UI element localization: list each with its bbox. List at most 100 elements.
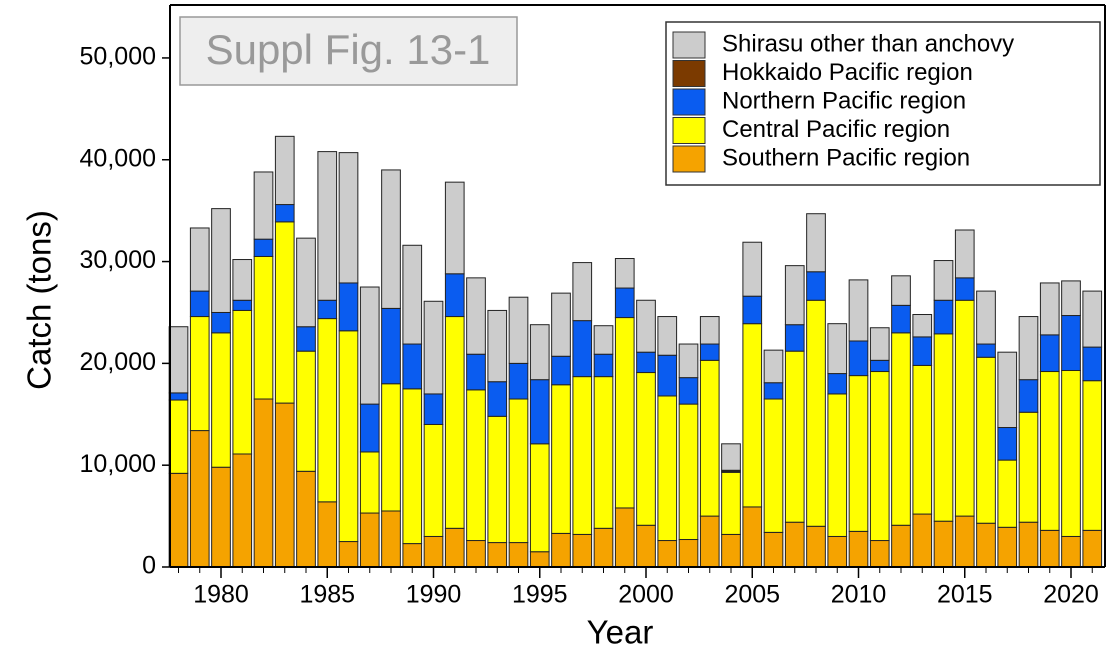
bar-segment [891, 304, 911, 334]
bar-segment [614, 507, 635, 568]
bar-segment [1082, 290, 1103, 348]
legend-swatch [672, 31, 706, 59]
bar-segment [189, 316, 210, 432]
bar-segment [614, 287, 635, 319]
bar-segment [869, 371, 890, 542]
bar-segment [253, 238, 274, 257]
bar-segment [274, 204, 295, 223]
bar-segment [848, 530, 869, 568]
bar-segment [806, 299, 826, 527]
bar-segment [211, 332, 231, 468]
x-tick-label: 1985 [299, 581, 355, 609]
legend-swatch [672, 117, 706, 144]
x-tick-label: 1980 [193, 581, 249, 609]
bar-segment [933, 299, 954, 335]
bar-segment [784, 324, 805, 352]
bar-segment [529, 379, 550, 445]
bar-segment [976, 356, 996, 524]
bar-segment [189, 290, 210, 318]
bar-segment [1082, 380, 1103, 531]
bar-segment [1039, 334, 1060, 373]
bar-segment [742, 295, 763, 325]
bar-segment [508, 542, 529, 568]
bar-segment [997, 427, 1018, 461]
bar-segment [487, 415, 508, 544]
bar-segment [529, 443, 550, 553]
bar-segment [869, 359, 890, 373]
bar-segment [721, 471, 741, 535]
bar-segment [317, 151, 338, 301]
bar-segment [593, 376, 614, 529]
legend-box [665, 21, 1101, 186]
bar-segment [402, 388, 423, 545]
bar-segment [657, 354, 678, 397]
bar-segment [1018, 316, 1039, 381]
bar-segment [827, 535, 848, 568]
bar-segment [1018, 411, 1039, 523]
bar-segment [1061, 535, 1081, 568]
bar-segment [954, 277, 975, 301]
bar-segment [848, 340, 869, 377]
bar-segment [869, 540, 890, 568]
bar-segment [232, 299, 253, 311]
bar-segment [359, 286, 380, 405]
y-tick-label: 40,000 [80, 144, 156, 172]
bar-segment [466, 277, 486, 355]
bar-segment [211, 311, 231, 334]
bar-segment [614, 258, 635, 289]
bar-segment [508, 398, 529, 544]
y-tick-label: 30,000 [80, 246, 156, 274]
bar-segment [912, 314, 933, 338]
bar-segment [423, 393, 444, 425]
bar-segment [657, 395, 678, 542]
bar-segment [296, 470, 316, 568]
bar-segment [423, 535, 444, 568]
bar-segment [848, 375, 869, 532]
legend-label: Northern Pacific region [722, 87, 966, 114]
bar-segment [359, 451, 380, 514]
bar-segment [954, 515, 975, 568]
bar-segment [1082, 346, 1103, 382]
bar-segment [848, 279, 869, 342]
bar-segment [976, 290, 996, 345]
bar-segment [827, 393, 848, 537]
bar-segment [1061, 370, 1081, 537]
bar-segment [636, 372, 656, 526]
bar-segment [444, 273, 465, 318]
bar-segment [912, 336, 933, 366]
bar-segment [806, 525, 826, 568]
bar-segment [466, 540, 486, 568]
y-tick-label: 0 [142, 552, 156, 580]
bar-segment [678, 377, 699, 405]
bar-segment [976, 343, 996, 358]
bar-segment [933, 260, 954, 301]
bar-segment [274, 402, 295, 568]
bar-segment [168, 326, 189, 394]
bar-segment [699, 316, 720, 345]
bar-segment [742, 506, 763, 568]
bar-segment [827, 323, 848, 375]
bar-segment [1018, 521, 1039, 568]
bar-segment [721, 533, 741, 568]
x-tick-label: 2020 [1043, 581, 1099, 609]
bar-segment [232, 453, 253, 568]
bar-segment [763, 398, 784, 533]
bar-segment [317, 299, 338, 320]
bar-segment [338, 282, 359, 332]
legend-label: Hokkaido Pacific region [722, 59, 973, 86]
bar-segment [891, 275, 911, 306]
bar-segment [827, 373, 848, 395]
bar-segment [402, 244, 423, 345]
bar-segment [253, 255, 274, 400]
bar-segment [1039, 282, 1060, 336]
legend-swatch [672, 88, 706, 116]
bar-segment [1018, 379, 1039, 413]
bar-segment [296, 237, 316, 328]
x-tick-label: 2010 [831, 581, 887, 609]
bar-segment [954, 229, 975, 279]
bar-segment [232, 259, 253, 301]
y-axis-title: Catch (tons) [21, 210, 58, 390]
bar-segment [912, 364, 933, 515]
legend-label: Central Pacific region [722, 116, 950, 143]
bar-segment [1061, 280, 1081, 317]
